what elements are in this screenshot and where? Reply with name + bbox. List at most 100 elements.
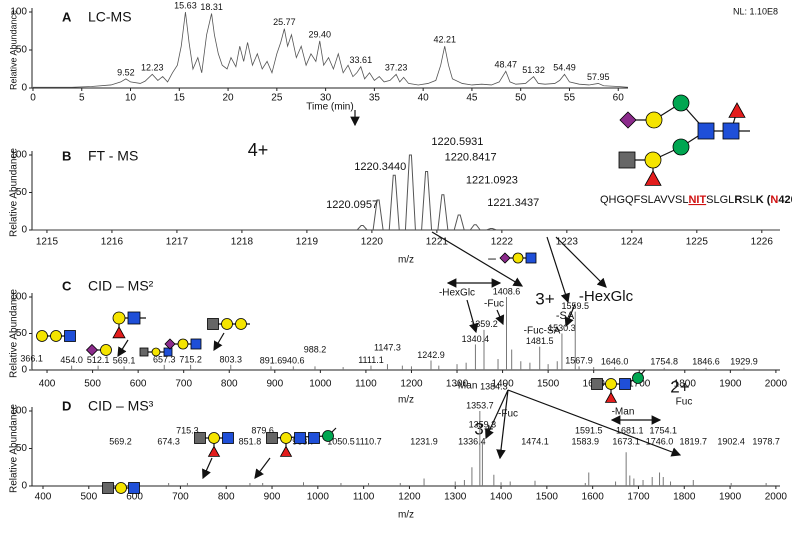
- panel-title: LC-MS: [88, 9, 132, 25]
- peak-label: 1359.3: [469, 419, 497, 429]
- glycan-residue: [50, 330, 62, 342]
- peak-label: 851.8: [239, 436, 262, 446]
- peak-label: 569.1: [113, 356, 136, 366]
- peak-label: 15.63: [174, 0, 197, 10]
- panel-title: CID – MS³: [88, 398, 154, 414]
- chromatogram-trace: [32, 11, 629, 88]
- isotope-peak: [388, 174, 400, 231]
- glycan-residue: [164, 338, 176, 350]
- arrow: [202, 457, 213, 480]
- panel-letter: D: [62, 398, 71, 413]
- glycan-residue: [294, 432, 306, 444]
- peak-label: 715.3: [176, 425, 199, 435]
- peak-label: 1583.9: [572, 436, 600, 446]
- sequence-part: SL: [742, 194, 755, 206]
- annotation-layer: [36, 94, 750, 494]
- peak-label: 1110.7: [355, 436, 381, 446]
- peak-label: 366.1: [20, 354, 43, 364]
- peak-label: 25.77: [273, 17, 296, 27]
- x-tick-label: 1600: [582, 492, 605, 503]
- glycan-residue: [36, 330, 48, 342]
- peak-label: 1646.0: [601, 356, 629, 366]
- arrow: [213, 332, 225, 352]
- peak-label: 1530.3: [548, 323, 576, 333]
- x-tick-label: 1225: [686, 237, 709, 248]
- peak-label: 1220.0957: [326, 199, 378, 211]
- peak-label: 1231.9: [410, 436, 438, 446]
- x-tick-label: 35: [369, 93, 381, 104]
- glycan-residue: [85, 343, 99, 357]
- arrow: [496, 389, 509, 460]
- peak-label: 1902.4: [717, 436, 745, 446]
- peak-label: 988.2: [304, 345, 327, 355]
- y-tick-label: 100: [10, 292, 27, 303]
- glycan-residue: [672, 138, 690, 156]
- peak-label: 1681.1: [616, 425, 644, 435]
- peak-label: 454.0: [60, 355, 83, 365]
- glycan-residue: [728, 102, 746, 118]
- x-tick-label: 1000: [309, 379, 332, 390]
- y-tick-label: 0: [21, 83, 27, 94]
- y-tick-label: 50: [16, 328, 28, 339]
- annotation: -Man: [612, 407, 635, 418]
- peak-label: 879.6: [251, 425, 274, 435]
- x-tick-label: 1221: [426, 237, 449, 248]
- panel-title: CID – MS²: [88, 278, 154, 294]
- peak-label: 29.40: [308, 29, 331, 39]
- peak-label: 1474.1: [521, 436, 549, 446]
- isotope-peak: [486, 228, 497, 231]
- y-tick-label: 50: [16, 45, 28, 56]
- x-tick-label: 30: [320, 93, 332, 104]
- x-tick-label: 900: [264, 492, 281, 503]
- y-axis-label: Relative Abundance: [9, 289, 20, 378]
- glycan-residue: [322, 430, 334, 442]
- peak-label: 1336.4: [458, 436, 486, 446]
- arrow: [254, 457, 271, 479]
- glycan-residue: [722, 122, 740, 140]
- annotation: -Fuc: [484, 299, 504, 310]
- x-tick-label: 1500: [537, 379, 560, 390]
- peak-label: 1384.3: [480, 381, 508, 391]
- x-tick-label: 1200: [400, 379, 423, 390]
- y-tick-label: 0: [21, 365, 27, 376]
- glycan-residue: [266, 432, 278, 444]
- glycan-residue: [190, 338, 202, 350]
- glycan-residue: [697, 122, 715, 140]
- peak-label: 9.52: [117, 67, 135, 77]
- arrow: [495, 309, 505, 326]
- y-tick-label: 50: [16, 187, 28, 198]
- x-tick-label: 700: [172, 492, 189, 503]
- x-tick-label: 1300: [446, 379, 469, 390]
- glycan-residue: [221, 318, 233, 330]
- x-tick-label: 10: [125, 93, 137, 104]
- peak-label: 1754.1: [649, 425, 677, 435]
- peak-label: 1220.3440: [354, 161, 406, 173]
- glycan-residue: [499, 252, 511, 264]
- peak-label: 1220.5931: [431, 136, 483, 148]
- isotope-peak: [437, 194, 449, 231]
- x-tick-label: 1226: [751, 237, 774, 248]
- y-axis-label: Relative Abundance: [9, 404, 20, 493]
- x-tick-label: 1800: [674, 379, 697, 390]
- glycan-residue: [115, 482, 127, 494]
- arrow: [431, 231, 524, 287]
- x-tick-label: 60: [613, 93, 625, 104]
- peak-label: 940.6: [282, 356, 305, 366]
- y-tick-label: 100: [10, 406, 27, 417]
- x-axis-label: m/z: [398, 395, 414, 406]
- peak-label: 1147.3: [374, 343, 401, 353]
- peak-label: 48.47: [495, 60, 518, 70]
- x-tick-label: 600: [126, 492, 143, 503]
- glycan-residue: [112, 311, 126, 325]
- peak-label: 1978.7: [752, 436, 780, 446]
- sequence-part: (: [764, 194, 771, 206]
- x-tick-label: 1800: [673, 492, 696, 503]
- y-tick-label: 50: [16, 443, 28, 454]
- peak-label: 1673.1: [612, 436, 640, 446]
- peak-label: 1929.9: [730, 356, 758, 366]
- peak-label: 1221.3437: [487, 197, 539, 209]
- peak-label: 1559.5: [561, 301, 589, 311]
- glycan-residue: [208, 432, 220, 444]
- x-tick-label: 1215: [36, 237, 59, 248]
- peptide-sequence: QHGQFSLAVVSLNITSLGLRSLK (N420): [600, 194, 792, 206]
